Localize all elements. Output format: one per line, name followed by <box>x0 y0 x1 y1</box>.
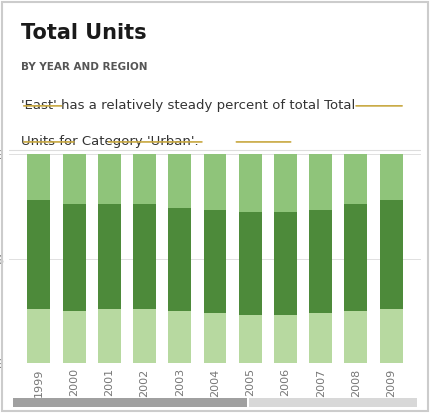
Bar <box>203 154 227 210</box>
Bar <box>28 154 50 200</box>
Bar <box>239 315 262 363</box>
Bar <box>133 204 156 309</box>
Bar <box>344 204 367 311</box>
Bar <box>13 398 247 407</box>
Bar <box>98 154 121 204</box>
Bar <box>274 154 297 212</box>
Bar <box>63 154 86 204</box>
Bar <box>28 200 50 309</box>
Bar <box>344 154 367 204</box>
Bar <box>380 200 402 309</box>
Bar <box>63 311 86 363</box>
Bar <box>203 313 227 363</box>
Bar <box>133 154 156 204</box>
Bar <box>98 309 121 363</box>
Bar <box>168 208 191 311</box>
Bar <box>309 313 332 363</box>
Text: 'East' has a relatively steady percent of total Total: 'East' has a relatively steady percent o… <box>21 99 355 112</box>
Bar <box>239 154 262 212</box>
Bar <box>239 212 262 315</box>
Bar <box>274 212 297 315</box>
Bar <box>98 204 121 309</box>
Bar <box>380 309 402 363</box>
Bar <box>344 311 367 363</box>
Bar <box>168 311 191 363</box>
Bar <box>28 309 50 363</box>
Text: Total Units: Total Units <box>21 23 147 43</box>
Bar <box>309 154 332 210</box>
Bar <box>133 309 156 363</box>
Text: Units for Category 'Urban'.: Units for Category 'Urban'. <box>21 135 199 148</box>
Bar <box>380 154 402 200</box>
Bar <box>249 398 417 407</box>
Bar <box>203 210 227 313</box>
Text: BY YEAR AND REGION: BY YEAR AND REGION <box>21 62 147 72</box>
Bar <box>309 210 332 313</box>
Bar <box>274 315 297 363</box>
Bar <box>63 204 86 311</box>
Bar <box>168 154 191 208</box>
